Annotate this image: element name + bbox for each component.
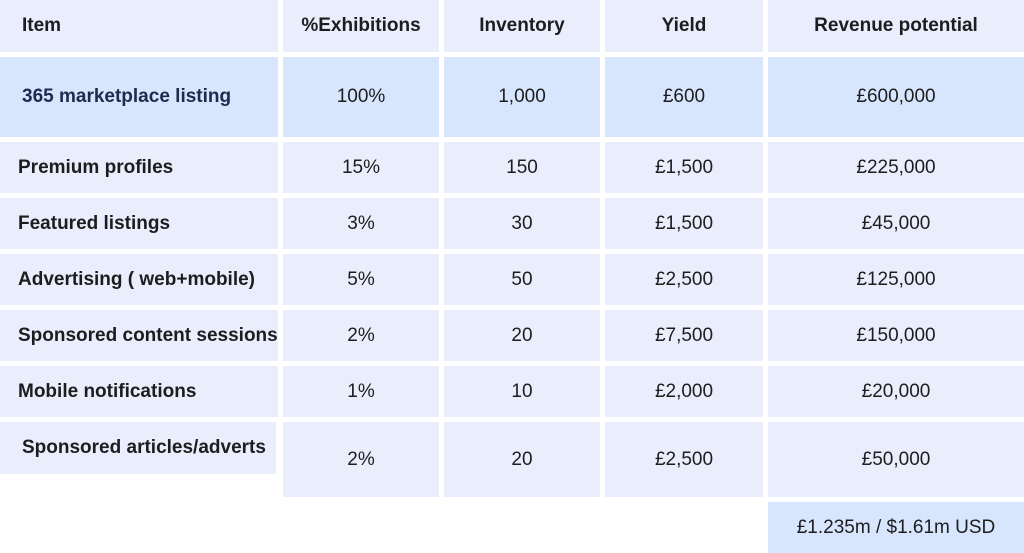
row-inventory: 20 bbox=[444, 310, 600, 361]
header-exhibitions: %Exhibitions bbox=[283, 0, 439, 52]
row-yield: £2,000 bbox=[605, 366, 763, 417]
row-pct: 15% bbox=[283, 142, 439, 193]
row-yield: £1,500 bbox=[605, 142, 763, 193]
row-revenue: £600,000 bbox=[768, 57, 1024, 137]
row-item-label: Mobile notifications bbox=[0, 366, 278, 417]
row-revenue: £125,000 bbox=[768, 254, 1024, 305]
row-revenue: £50,000 bbox=[768, 422, 1024, 497]
row-revenue: £45,000 bbox=[768, 198, 1024, 249]
row-yield: £1,500 bbox=[605, 198, 763, 249]
row-yield: £2,500 bbox=[605, 422, 763, 497]
row-pct: 3% bbox=[283, 198, 439, 249]
row-revenue: £225,000 bbox=[768, 142, 1024, 193]
row-pct: 2% bbox=[283, 422, 439, 497]
row-yield: £600 bbox=[605, 57, 763, 137]
row-yield: £7,500 bbox=[605, 310, 763, 361]
row-item-label: Advertising ( web+mobile) bbox=[0, 254, 278, 305]
row-inventory: 10 bbox=[444, 366, 600, 417]
row-yield: £2,500 bbox=[605, 254, 763, 305]
header-yield: Yield bbox=[605, 0, 763, 52]
header-inventory: Inventory bbox=[444, 0, 600, 52]
header-revenue: Revenue potential bbox=[768, 0, 1024, 52]
row-pct: 1% bbox=[283, 366, 439, 417]
row-revenue: £150,000 bbox=[768, 310, 1024, 361]
row-pct: 100% bbox=[283, 57, 439, 137]
row-inventory: 50 bbox=[444, 254, 600, 305]
total-revenue: £1.235m / $1.61m USD bbox=[768, 502, 1024, 553]
row-inventory: 20 bbox=[444, 422, 600, 497]
row-pct: 5% bbox=[283, 254, 439, 305]
row-inventory: 1,000 bbox=[444, 57, 600, 137]
row-item-label: Featured listings bbox=[0, 198, 278, 249]
row-item-label: Sponsored content sessions bbox=[0, 310, 278, 361]
row-inventory: 150 bbox=[444, 142, 600, 193]
row-item-label: 365 marketplace listing bbox=[0, 57, 278, 137]
row-pct: 2% bbox=[283, 310, 439, 361]
row-inventory: 30 bbox=[444, 198, 600, 249]
header-item: Item bbox=[0, 0, 278, 52]
row-revenue: £20,000 bbox=[768, 366, 1024, 417]
row-item-label: Premium profiles bbox=[0, 142, 278, 193]
row-item-label: Sponsored articles/adverts bbox=[0, 422, 276, 474]
